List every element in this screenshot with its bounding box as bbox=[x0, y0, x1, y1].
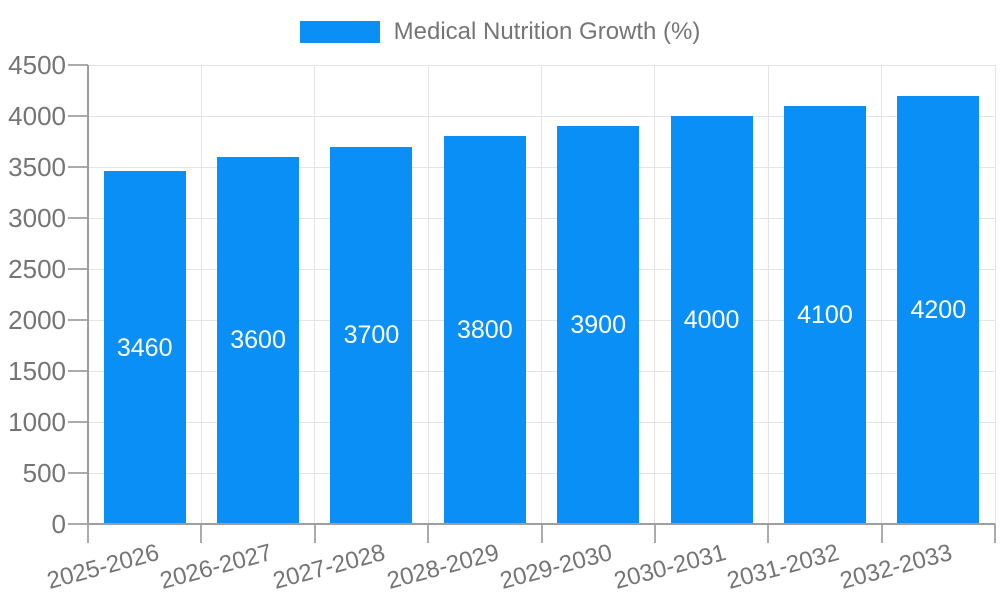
gridline-vertical bbox=[314, 65, 316, 524]
y-axis-tick bbox=[68, 523, 88, 525]
y-axis-tick-label: 2500 bbox=[8, 254, 66, 284]
x-axis-tick bbox=[994, 524, 996, 543]
bar bbox=[443, 136, 526, 523]
y-axis-tick-label: 3000 bbox=[8, 203, 66, 233]
bar-value-label: 3700 bbox=[343, 321, 400, 350]
x-axis-tick bbox=[880, 524, 883, 543]
y-axis-tick bbox=[68, 472, 88, 474]
y-axis-tick bbox=[68, 370, 88, 372]
bar-value-label: 3800 bbox=[457, 316, 513, 345]
y-axis-tick bbox=[68, 166, 88, 168]
y-axis-line bbox=[87, 65, 89, 525]
bar-value-label: 4200 bbox=[910, 295, 967, 324]
y-axis-tick bbox=[68, 115, 88, 117]
y-axis-tick bbox=[68, 64, 88, 66]
bar bbox=[897, 95, 980, 523]
legend-swatch bbox=[299, 21, 380, 43]
y-axis-tick-label: 3500 bbox=[8, 152, 66, 182]
bar bbox=[217, 156, 300, 523]
gridline-vertical bbox=[994, 65, 996, 524]
bar-value-label: 3600 bbox=[230, 326, 286, 355]
x-axis-tick bbox=[767, 524, 770, 543]
y-axis-tick-label: 500 bbox=[22, 458, 66, 488]
bar-value-label: 3900 bbox=[570, 311, 626, 340]
y-axis-tick-label: 1500 bbox=[8, 356, 66, 386]
bar bbox=[783, 105, 866, 523]
bar-value-label: 4000 bbox=[683, 306, 740, 334]
x-axis-tick bbox=[313, 524, 316, 543]
y-axis-tick bbox=[68, 319, 88, 321]
bar-value-label: 4100 bbox=[797, 300, 853, 329]
x-axis-tick bbox=[540, 524, 543, 543]
y-axis-tick-label: 4000 bbox=[8, 101, 66, 131]
x-axis-tick bbox=[200, 524, 203, 543]
bar-value-label: 3460 bbox=[116, 333, 173, 362]
bar bbox=[103, 171, 186, 523]
x-axis-line bbox=[87, 523, 995, 525]
bar bbox=[557, 126, 640, 523]
x-axis-tick bbox=[87, 524, 89, 543]
gridline-vertical bbox=[654, 65, 656, 524]
x-axis-tick bbox=[427, 524, 430, 543]
gridline-vertical bbox=[427, 65, 429, 524]
y-axis-tick-label: 0 bbox=[51, 509, 66, 539]
y-axis-tick bbox=[68, 268, 88, 270]
y-axis-tick bbox=[68, 217, 88, 219]
legend: Medical Nutrition Growth (%) bbox=[0, 18, 1000, 46]
y-axis-tick-label: 2000 bbox=[8, 305, 66, 335]
x-axis-tick bbox=[653, 524, 656, 543]
gridline-vertical bbox=[200, 65, 202, 524]
gridline-vertical bbox=[881, 65, 883, 524]
gridline-vertical bbox=[767, 65, 769, 524]
y-axis-tick bbox=[68, 421, 88, 423]
bar bbox=[330, 146, 413, 523]
legend-label: Medical Nutrition Growth (%) bbox=[393, 18, 701, 45]
gridline-vertical bbox=[541, 65, 542, 524]
y-axis-tick-label: 1000 bbox=[8, 407, 66, 437]
y-axis-tick-label: 4500 bbox=[8, 50, 66, 80]
bar bbox=[670, 116, 753, 523]
